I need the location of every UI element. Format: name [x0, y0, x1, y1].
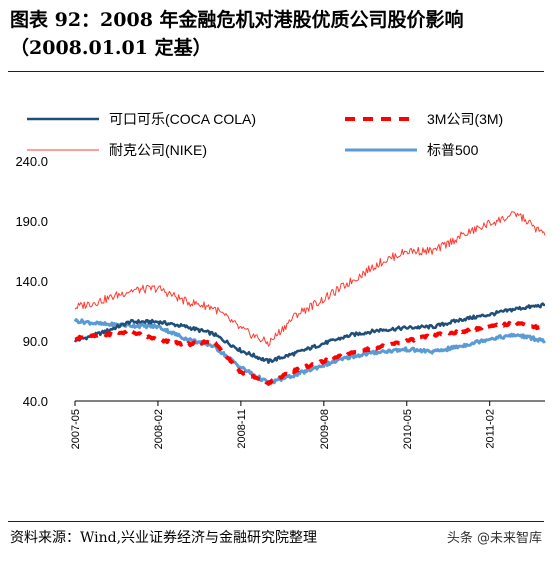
legend-label-1: 3M公司(3M): [427, 111, 503, 127]
chart-title: 图表 92：2008 年金融危机对港股优质公司股价影响 （2008.01.01 …: [10, 6, 545, 62]
series-line-2: [74, 211, 546, 347]
source-note: 资料来源：Wind,兴业证券经济与金融研究院整理: [10, 530, 318, 546]
y-tick-label: 190.0: [15, 214, 48, 229]
footer-divider: [8, 521, 544, 522]
legend-label-2: 耐克公司(NIKE): [109, 142, 207, 158]
series-line-1: [74, 320, 546, 386]
x-tick-label: 2011-02: [485, 409, 497, 449]
y-tick-label: 240.0: [15, 154, 48, 169]
legend-label-3: 标普500: [427, 142, 479, 158]
watermark: 头条 @未来智库: [447, 527, 542, 546]
x-tick-label: 2008-11: [236, 409, 248, 449]
x-tick-label: 2008-02: [153, 409, 165, 449]
title-line-2: （2008.01.01 定基）: [10, 37, 212, 59]
x-tick-label: 2010-05: [402, 409, 414, 449]
axes: 240.0 190.0 140.0 90.0 40.0 2007-05 2008-02 200…: [15, 154, 545, 449]
title-divider: [8, 71, 544, 72]
x-tick-label: 2007-05: [70, 409, 82, 449]
line-chart: 可口可乐(COCA COLA) 3M公司(3M) 耐克公司(NIKE) 标普500 2…: [15, 111, 546, 449]
y-tick-label: 140.0: [15, 274, 48, 289]
legend-label-0: 可口可乐(COCA COLA): [109, 111, 256, 127]
y-tick-label: 40.0: [23, 394, 48, 409]
title-line-1: 图表 92：2008 年金融危机对港股优质公司股价影响: [10, 9, 464, 31]
series-line-3: [73, 318, 546, 385]
x-tick-label: 2009-08: [319, 409, 331, 449]
series-line-0: [73, 302, 546, 364]
y-tick-label: 90.0: [23, 334, 48, 349]
legend: 可口可乐(COCA COLA) 3M公司(3M) 耐克公司(NIKE) 标普500: [27, 111, 503, 158]
plot-area: [73, 211, 546, 386]
watermark-text: 头条 @未来智库: [446, 531, 542, 546]
